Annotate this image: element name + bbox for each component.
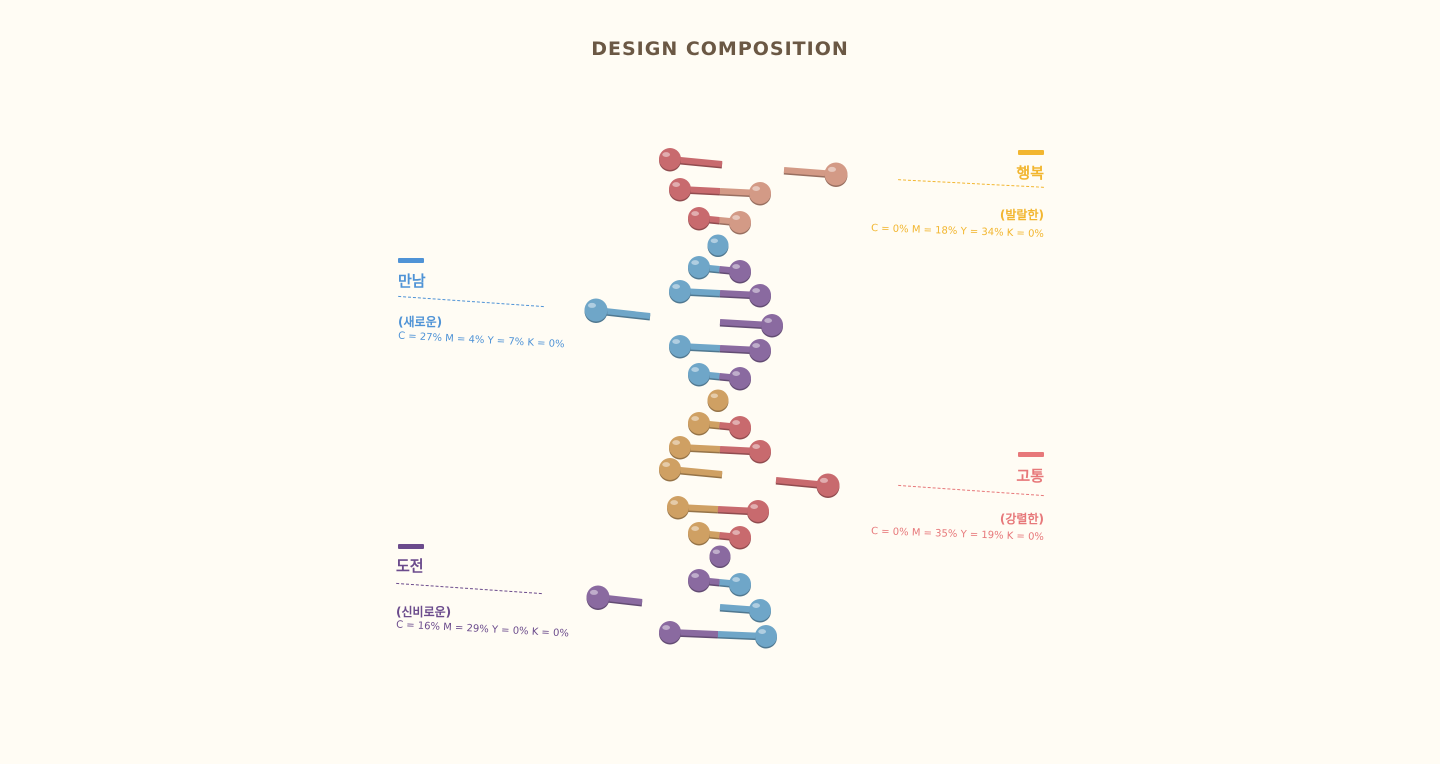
pain-color-bar [1018, 452, 1044, 457]
helix-rung-13-right [729, 526, 751, 548]
happiness-cmyk: C = 0% M = 18% Y = 34% K = 0% [870, 222, 1045, 241]
helix-rung-15-right-highlight [732, 577, 741, 583]
label-happiness: 행복 (발랄한) C = 0% M = 18% Y = 34% K = 0% [871, 150, 1044, 242]
meeting-title: 만남 [398, 272, 426, 290]
helix-rung-13-left-highlight [691, 526, 700, 532]
helix-rung-12-left [667, 496, 689, 518]
helix-rung-10-left-highlight [672, 440, 681, 446]
helix-rung-9-right-highlight [732, 420, 741, 426]
happiness-subtitle: (발랄한) [999, 208, 1044, 222]
helix-rung-5-left [669, 280, 691, 302]
helix-rung-10-right-highlight [752, 444, 761, 450]
helix-rstub-1-ball-highlight [752, 603, 761, 609]
helix-rung-4-left-highlight [691, 260, 700, 266]
label-pain: 고통 (강렬한) C = 0% M = 35% Y = 19% K = 0% [871, 452, 1044, 547]
helix-rung-1-left-highlight [672, 182, 681, 188]
helix-rung-4-right-highlight [732, 264, 741, 270]
helix-rung-4-right [729, 260, 751, 282]
helix-rung-16-right [755, 625, 777, 647]
happiness-color-bar [1018, 150, 1044, 155]
helix-rung-10-left [669, 436, 691, 458]
helix-rung-12-right [747, 500, 769, 522]
helix-rung-0-left [659, 148, 681, 170]
page-title: DESIGN COMPOSITION [591, 38, 849, 60]
helix-rung-13-left [688, 522, 710, 544]
helix-rung-11-left-highlight [662, 462, 671, 468]
challenge-leader-line [396, 582, 542, 595]
helix-node-8 [707, 389, 729, 411]
detached-piece-0-ball-highlight [827, 166, 836, 172]
helix-rung-7-right [729, 367, 751, 389]
helix-rung-1-right-highlight [752, 186, 761, 192]
helix-rung-13-right-highlight [732, 530, 741, 536]
helix-rung-16-left [659, 621, 681, 643]
helix-rung-7-left [688, 363, 710, 385]
challenge-cmyk: C = 16% M = 29% Y = 0% K = 0% [395, 619, 570, 640]
helix-rung-9-left [688, 412, 710, 434]
helix-rung-11-left [659, 458, 681, 480]
detached-piece-0-ball [824, 162, 848, 186]
helix-rstub-1-ball [749, 599, 771, 621]
helix-rung-5-left-highlight [672, 284, 681, 290]
helix-rung-1-right [749, 182, 771, 204]
detached-piece-3-ball-highlight [589, 589, 598, 595]
challenge-color-bar [398, 544, 424, 549]
helix-rung-15-right [729, 573, 751, 595]
challenge-subtitle: (신비로운) [396, 605, 452, 619]
helix-rstub-0-ball-highlight [764, 318, 773, 324]
helix-rung-1-left [669, 178, 691, 200]
helix-rung-9-right [729, 416, 751, 438]
helix-rung-9-left-highlight [691, 416, 700, 422]
helix-rung-2-left-highlight [691, 211, 700, 217]
helix-rung-2-left [688, 207, 710, 229]
pain-leader-line [898, 484, 1044, 497]
happiness-title: 행복 [1016, 164, 1044, 182]
pain-title: 고통 [1016, 467, 1044, 485]
detached-piece-2-ball-highlight [819, 477, 828, 483]
helix-rung-4-left [688, 256, 710, 278]
label-challenge: 도전 (신비로운) C = 16% M = 29% Y = 0% K = 0% [396, 544, 570, 648]
helix-rstub-0-ball [761, 314, 783, 336]
meeting-cmyk: C = 27% M = 4% Y = 7% K = 0% [397, 330, 565, 351]
helix-rung-6-left [669, 335, 691, 357]
meeting-subtitle: (새로운) [398, 315, 443, 329]
helix-rung-5-right-highlight [752, 288, 761, 294]
helix-rung-16-left-highlight [662, 625, 671, 631]
helix-rung-2-right-highlight [732, 215, 741, 221]
helix-rung-6-right-highlight [752, 343, 761, 349]
detached-piece-3-ball [586, 585, 610, 609]
detached-piece-1-ball [584, 298, 608, 322]
meeting-color-bar [398, 258, 424, 263]
helix-rung-6-right [749, 339, 771, 361]
helix-rung-6-left-highlight [672, 339, 681, 345]
meeting-leader-line [398, 295, 544, 308]
helix-rung-7-left-highlight [691, 367, 700, 373]
challenge-title: 도전 [396, 557, 424, 575]
detached-piece-2-ball [816, 473, 840, 497]
helix-rung-16-right-highlight [758, 629, 767, 635]
helix-rung-2-right [729, 211, 751, 233]
helix-rung-15-left-highlight [691, 573, 700, 579]
helix-rung-0-left-highlight [662, 152, 671, 158]
helix-rung-7-right-highlight [732, 371, 741, 377]
helix-node-8-highlight [710, 393, 718, 399]
helix-rung-12-left-highlight [670, 500, 679, 506]
helix-node-3 [707, 234, 729, 256]
helix-node-3-highlight [710, 238, 718, 244]
helix-node-14 [709, 545, 731, 567]
label-meeting: 만남 (새로운) C = 27% M = 4% Y = 7% K = 0% [398, 258, 568, 358]
helix-rung-12-right-highlight [750, 504, 759, 510]
helix-rung-15-left [688, 569, 710, 591]
helix-rung-10-right [749, 440, 771, 462]
pain-cmyk: C = 0% M = 35% Y = 19% K = 0% [870, 525, 1045, 544]
pain-subtitle: (강렬한) [999, 512, 1044, 526]
helix-node-14-highlight [712, 549, 720, 555]
helix-rung-5-right [749, 284, 771, 306]
detached-piece-1-ball-highlight [587, 302, 596, 308]
